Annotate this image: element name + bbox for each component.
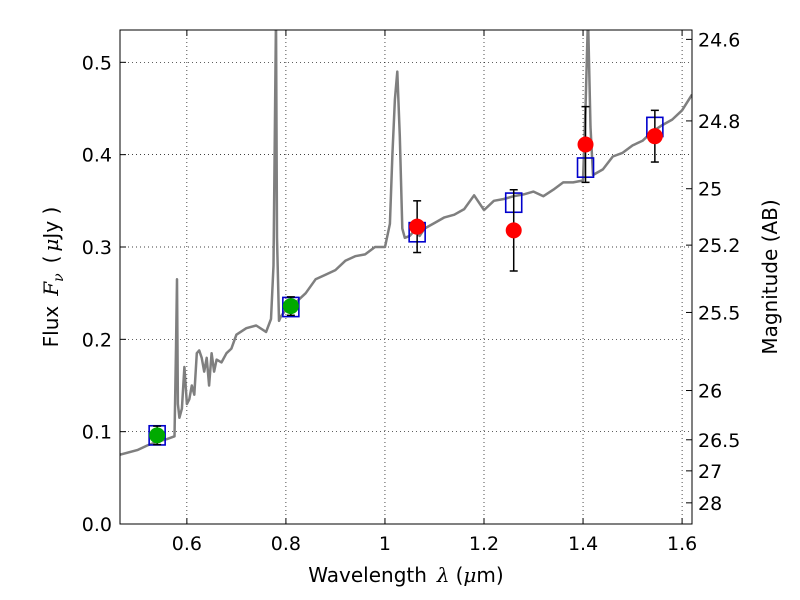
x-tick-label: 0.8 <box>271 533 301 555</box>
observed-photometry <box>149 128 663 444</box>
observed-point-green <box>282 298 299 315</box>
model-spectrum-line <box>120 30 692 456</box>
y-axis-label: FluxFν(μJy ) <box>39 207 67 348</box>
grid <box>120 30 692 525</box>
secondary-y-axis-label: Magnitude (AB) <box>758 199 782 354</box>
y2-tick-label: 26.5 <box>698 430 740 452</box>
model-spectrum <box>120 30 692 456</box>
plot-frame <box>119 29 693 525</box>
observed-point-red <box>577 136 594 153</box>
y2-tick-label: 25.5 <box>698 302 740 324</box>
y-tick-label: 0.0 <box>82 514 112 536</box>
y2-tick-label: 25 <box>698 179 722 201</box>
y-tick-label: 0.2 <box>82 329 112 351</box>
x-axis-label: Wavelength λ (μm) <box>308 563 503 587</box>
y2-tick-label: 28 <box>698 493 722 515</box>
x-tick-label: 1.2 <box>469 533 499 555</box>
y-tick-label: 0.4 <box>82 145 112 167</box>
y2-tick-label: 27 <box>698 461 722 483</box>
observed-point-green <box>149 427 166 444</box>
x-tick-label: 1.6 <box>667 533 697 555</box>
y-tick-label: 0.3 <box>82 237 112 259</box>
y2-tick-label: 24.6 <box>698 29 740 51</box>
x-tick-label: 1.4 <box>568 533 598 555</box>
tick-labels: 0.6 0.8 1 1.2 1.4 1.6 0.0 0.1 0.2 0.3 0.4 0.5 24.6 24… <box>82 29 741 555</box>
y2-tick-label: 25.2 <box>698 235 740 257</box>
observed-point-red <box>646 128 663 145</box>
x-tick-label: 1 <box>379 533 391 555</box>
y-tick-label: 0.1 <box>82 422 112 444</box>
y-tick-label: 0.5 <box>82 52 112 74</box>
y2-tick-label: 26 <box>698 381 722 403</box>
y2-tick-label: 24.8 <box>698 111 740 133</box>
tick-marks <box>120 30 692 525</box>
x-tick-label: 0.6 <box>172 533 202 555</box>
observed-point-red <box>505 222 522 239</box>
observed-point-red <box>409 218 426 235</box>
